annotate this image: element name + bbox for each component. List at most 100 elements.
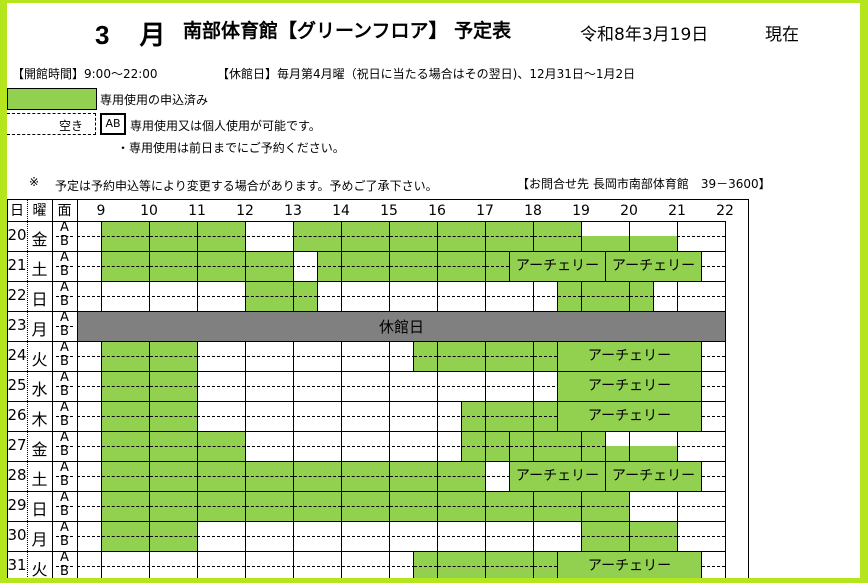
booking-block (101, 521, 150, 552)
face-divider (630, 536, 677, 537)
hour-label: 11 (188, 203, 206, 219)
face-divider (390, 266, 437, 267)
booking-block (413, 341, 438, 372)
face-divider (390, 506, 437, 507)
face-divider (56, 566, 73, 567)
face-divider (414, 566, 437, 567)
archery-booking-block: アーチェリー (605, 251, 702, 282)
booking-block (581, 431, 606, 462)
note-mark: ※ (29, 175, 40, 189)
face-divider (77, 566, 725, 567)
face-divider (102, 476, 149, 477)
face-divider (246, 296, 293, 297)
page-title: 南部体育館【グリーンフロア】 予定表 (183, 20, 512, 42)
hour-label: 12 (236, 203, 254, 219)
archery-booking-block: アーチェリー (557, 401, 702, 432)
booking-block (461, 401, 486, 432)
face-divider (486, 356, 533, 357)
closed-days: 【休館日】毎月第4月曜（祝日に当たる場合はその翌日)、12月31日～1月2日 (217, 67, 636, 81)
face-divider (77, 296, 725, 297)
schedule-grid: 日曜面 9 10 11 12 13 14 15 16 17 18 19 20 21 22 20 金 A B 21 土 A B… (7, 199, 752, 578)
archery-booking-block: アーチェリー (557, 551, 702, 578)
row-weekday: 金 (31, 440, 48, 459)
row-day: 21 (7, 256, 27, 274)
header-face: 面 (57, 203, 72, 219)
legend-ab-text: 専用使用又は個人使用が可能です。 (130, 119, 321, 133)
face-b-label: B (60, 504, 69, 519)
row-weekday: 土 (31, 260, 48, 279)
booking-block (293, 461, 342, 492)
face-divider (582, 506, 629, 507)
booking-block (101, 251, 150, 282)
face-divider (438, 566, 485, 567)
row-weekday: 日 (31, 500, 48, 519)
row-day: 22 (7, 286, 27, 304)
booking-block (437, 221, 486, 252)
hour-line (725, 521, 726, 551)
face-divider (198, 266, 245, 267)
row-weekday: 土 (31, 470, 48, 489)
face-divider (534, 236, 581, 237)
grid-right-line (748, 199, 749, 578)
closed-day-block: 休館日 (77, 311, 726, 342)
face-a-label: A (60, 550, 69, 565)
booking-block (413, 551, 438, 578)
face-divider (56, 236, 73, 237)
face-a-label: A (60, 340, 69, 355)
booking-block (149, 521, 198, 552)
booking-block (197, 251, 246, 282)
face-divider (558, 296, 581, 297)
face-divider (102, 446, 149, 447)
face-divider (294, 296, 317, 297)
row-weekday: 月 (31, 320, 48, 339)
archery-booking-block: アーチェリー (605, 461, 702, 492)
hour-label: 9 (96, 203, 106, 219)
booking-block (533, 401, 558, 432)
hour-label: 20 (620, 203, 638, 219)
face-divider (294, 506, 341, 507)
face-divider (56, 326, 73, 327)
face-divider (294, 476, 341, 477)
booking-block (389, 461, 438, 492)
row-line (7, 371, 725, 372)
face-divider (150, 236, 197, 237)
as-of-date: 令和8年3月19日 (580, 25, 709, 45)
face-b-label: B (60, 324, 69, 339)
face-divider (77, 446, 725, 447)
face-b-label: B (60, 234, 69, 249)
booking-block (437, 491, 486, 522)
face-divider (56, 266, 73, 267)
face-divider (438, 506, 485, 507)
note-prior-day: ・専用使用は前日までにご予約ください。 (117, 141, 345, 155)
booking-block (245, 461, 294, 492)
legend-booked-swatch (7, 88, 97, 110)
face-divider (102, 356, 149, 357)
booking-block (341, 461, 390, 492)
face-b-label: B (60, 384, 69, 399)
booking-block (557, 281, 582, 312)
face-divider (534, 446, 581, 447)
legend-ab-box: AB (100, 113, 126, 135)
booking-block (149, 371, 198, 402)
face-divider (534, 506, 581, 507)
booking-block (581, 236, 630, 252)
hour-label: 15 (380, 203, 398, 219)
row-day: 24 (7, 346, 27, 364)
face-divider (318, 266, 341, 267)
booking-block (149, 221, 198, 252)
hour-line (725, 281, 726, 311)
booking-block (245, 491, 294, 522)
archery-booking-block: アーチェリー (557, 371, 702, 402)
booking-block (293, 281, 318, 312)
face-divider (534, 416, 557, 417)
face-divider (486, 416, 533, 417)
booking-block (101, 491, 150, 522)
booking-block (461, 431, 486, 462)
hour-line (245, 551, 246, 578)
booking-block (485, 491, 534, 522)
hour-label: 10 (140, 203, 158, 219)
booking-block (149, 401, 198, 432)
face-divider (56, 446, 73, 447)
face-divider (150, 446, 197, 447)
hour-label: 19 (572, 203, 590, 219)
